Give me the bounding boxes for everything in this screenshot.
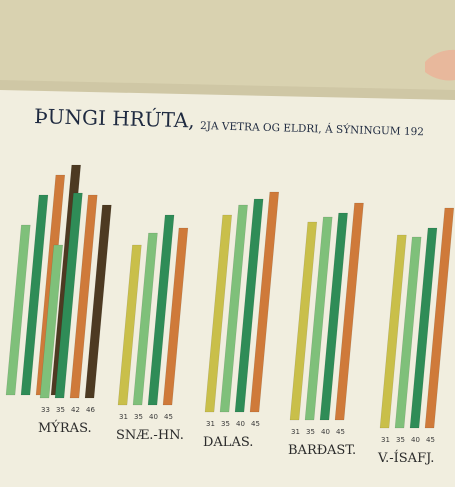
bar — [54, 192, 83, 399]
year-tick-label: 45 — [251, 420, 260, 428]
region-label: BARÐAST. — [288, 443, 356, 458]
bar — [20, 194, 49, 396]
bar — [249, 191, 280, 413]
bar — [117, 244, 142, 406]
poster-top-edge — [0, 80, 455, 100]
bar — [424, 207, 455, 429]
poster-title-main: ÞUNGI HRÚTA, — [34, 103, 195, 132]
bar — [147, 214, 175, 406]
region-label: V.-ÍSAFJ. — [377, 450, 434, 466]
bar — [379, 234, 407, 429]
year-tick-label: 42 — [71, 406, 80, 414]
year-tick-label: 35 — [134, 413, 143, 421]
year-tick-label: 31 — [381, 436, 390, 444]
bar — [234, 198, 264, 413]
year-tick-label: 35 — [56, 406, 65, 414]
year-tick-label: 35 — [306, 428, 315, 436]
bar — [319, 212, 348, 421]
year-tick-label: 45 — [164, 413, 173, 421]
bar — [304, 216, 333, 421]
bar — [219, 204, 248, 413]
year-tick-label: 35 — [221, 420, 230, 428]
bar — [409, 227, 438, 429]
year-tick-label: 40 — [411, 436, 420, 444]
year-tick-label: 40 — [321, 428, 330, 436]
bar — [5, 224, 31, 396]
bar-chart: 33 35 42 46 MÝRAS. 31 35 40 45 SNÆ.-HN. 31 35 40 45 DA… — [5, 164, 455, 466]
bar — [289, 221, 318, 421]
year-tick-label: 45 — [426, 436, 435, 444]
year-tick-label: 31 — [291, 428, 300, 436]
bar — [334, 202, 364, 421]
region-label: SNÆ.-HN. — [116, 428, 184, 443]
year-tick-label: 35 — [396, 436, 405, 444]
hand — [425, 49, 455, 81]
bar — [39, 244, 64, 399]
year-tick-label: 33 — [41, 406, 50, 414]
bar — [394, 236, 422, 429]
bar — [84, 204, 112, 399]
bar — [132, 232, 158, 406]
year-tick-label: 40 — [236, 420, 245, 428]
year-tick-label: 46 — [86, 406, 95, 414]
bar — [204, 214, 233, 413]
bar — [69, 194, 98, 399]
year-tick-label: 40 — [149, 413, 158, 421]
region-label: MÝRAS. — [38, 420, 92, 436]
region-label: DALAS. — [203, 435, 253, 450]
year-tick-label: 45 — [336, 428, 345, 436]
bar — [162, 227, 189, 406]
year-tick-label: 31 — [206, 420, 215, 428]
year-tick-label: 31 — [119, 413, 128, 421]
